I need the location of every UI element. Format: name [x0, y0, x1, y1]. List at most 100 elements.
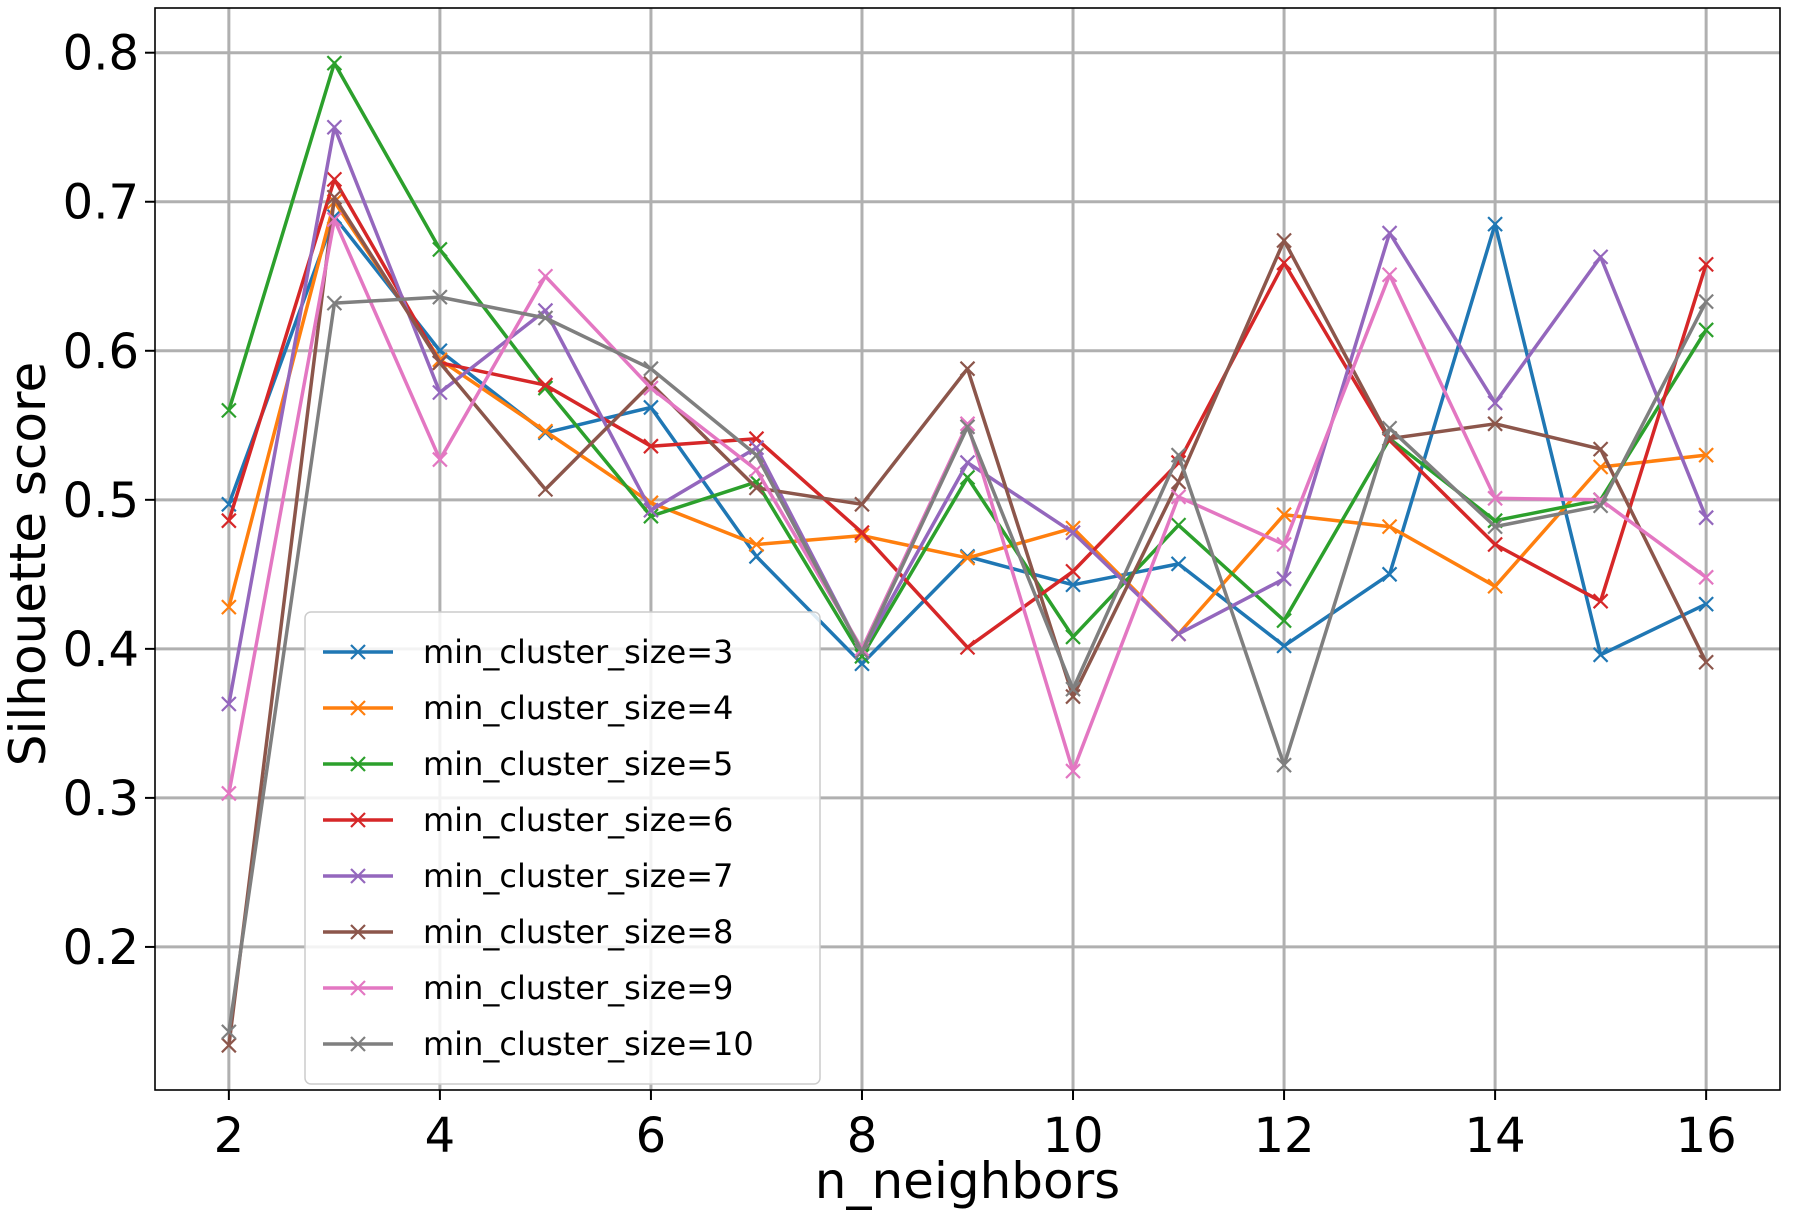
data-point	[959, 360, 976, 377]
y-tick-label: 0.8	[63, 26, 139, 82]
x-axis-title: n_neighbors	[815, 1152, 1120, 1210]
data-point	[1170, 474, 1187, 490]
legend-label: min_cluster_size=8	[423, 913, 733, 951]
data-point	[854, 496, 870, 513]
data-point	[221, 1037, 237, 1054]
data-point	[1487, 490, 1503, 507]
data-point	[1170, 489, 1187, 505]
data-point	[432, 384, 448, 401]
legend-marker	[350, 756, 366, 772]
data-point	[221, 785, 237, 802]
data-point	[326, 211, 343, 228]
data-point	[1487, 416, 1503, 432]
legend-label: min_cluster_size=3	[423, 633, 733, 671]
data-point	[1381, 266, 1398, 283]
x-tick-label: 2	[214, 1108, 245, 1164]
y-tick-label: 0.7	[63, 175, 139, 231]
legend-item: min_cluster_size=7	[323, 857, 733, 895]
data-point	[1065, 629, 1081, 645]
x-tick-label: 12	[1254, 1108, 1315, 1164]
legend-marker	[350, 924, 366, 940]
data-point	[1592, 647, 1609, 663]
series-6	[221, 189, 1714, 1054]
data-point	[1170, 626, 1187, 642]
series-8	[221, 289, 1714, 1040]
data-point	[854, 644, 870, 660]
legend-marker	[350, 980, 366, 996]
data-point	[1698, 654, 1714, 671]
data-point	[1276, 638, 1292, 654]
data-point	[643, 360, 659, 377]
y-axis-title: Silhouette score	[0, 362, 57, 766]
series-line	[227, 177, 1708, 650]
data-point	[1065, 520, 1081, 536]
legend-marker	[350, 812, 366, 828]
data-point	[1592, 441, 1609, 457]
data-point	[1698, 569, 1714, 586]
data-point	[1276, 571, 1292, 587]
data-point	[1381, 225, 1398, 241]
y-tick-label: 0.6	[63, 324, 139, 380]
data-point	[1065, 563, 1081, 580]
data-point	[326, 295, 343, 311]
data-point	[326, 119, 343, 136]
data-point	[1487, 216, 1503, 232]
data-point	[748, 447, 765, 463]
data-point	[1276, 612, 1292, 629]
y-tick-label: 0.3	[63, 771, 139, 827]
data-point	[1170, 556, 1187, 572]
data-point	[643, 508, 659, 524]
legend-label: min_cluster_size=10	[423, 1025, 754, 1063]
data-point	[959, 639, 976, 656]
legend-box	[304, 611, 821, 1085]
data-point	[643, 380, 659, 396]
axis-ticks: 2 4 6 8 10 12 14 16 0.2 0.3 0.4 0.5 0.6 0.7 0.8	[63, 26, 1737, 1164]
data-point	[1381, 518, 1398, 535]
legend-item: min_cluster_size=5	[323, 745, 733, 783]
data-point	[326, 171, 343, 188]
data-point	[643, 438, 659, 454]
data-point	[1065, 763, 1081, 779]
data-point	[1276, 255, 1292, 271]
legend-label: min_cluster_size=6	[423, 801, 733, 839]
x-tick-label: 6	[636, 1108, 667, 1164]
y-tick-label: 0.2	[63, 920, 139, 976]
series-7	[221, 211, 1714, 802]
data-point	[1698, 509, 1714, 526]
legend-label: min_cluster_size=5	[423, 745, 733, 783]
data-point	[854, 648, 870, 665]
data-point	[1065, 524, 1081, 541]
data-point	[1276, 536, 1292, 553]
data-point	[537, 268, 554, 285]
data-point	[1592, 593, 1609, 609]
series-layer	[221, 55, 1714, 1054]
series-3	[221, 55, 1714, 665]
data-point	[537, 481, 554, 498]
data-point	[221, 696, 237, 712]
legend-item: min_cluster_size=8	[323, 913, 733, 951]
data-point	[1381, 420, 1398, 437]
y-tick-label: 0.4	[63, 622, 139, 678]
data-point	[1698, 322, 1714, 338]
x-tick-label: 4	[425, 1108, 456, 1164]
data-point	[537, 310, 554, 326]
data-point	[432, 354, 448, 371]
data-point	[221, 599, 237, 615]
data-point	[748, 536, 765, 553]
data-point	[432, 241, 448, 258]
data-point	[748, 548, 765, 565]
data-point	[1065, 681, 1081, 697]
legend-marker	[350, 868, 366, 884]
data-point	[221, 512, 237, 529]
data-point	[1276, 232, 1292, 249]
data-point	[432, 289, 448, 305]
legend-marker	[350, 1036, 366, 1052]
data-point	[643, 502, 659, 519]
x-tick-label: 8	[847, 1108, 878, 1164]
data-point	[537, 423, 554, 440]
data-point	[221, 402, 237, 419]
x-tick-label: 10	[1042, 1108, 1103, 1164]
data-point	[854, 527, 870, 544]
series-1	[221, 208, 1714, 672]
